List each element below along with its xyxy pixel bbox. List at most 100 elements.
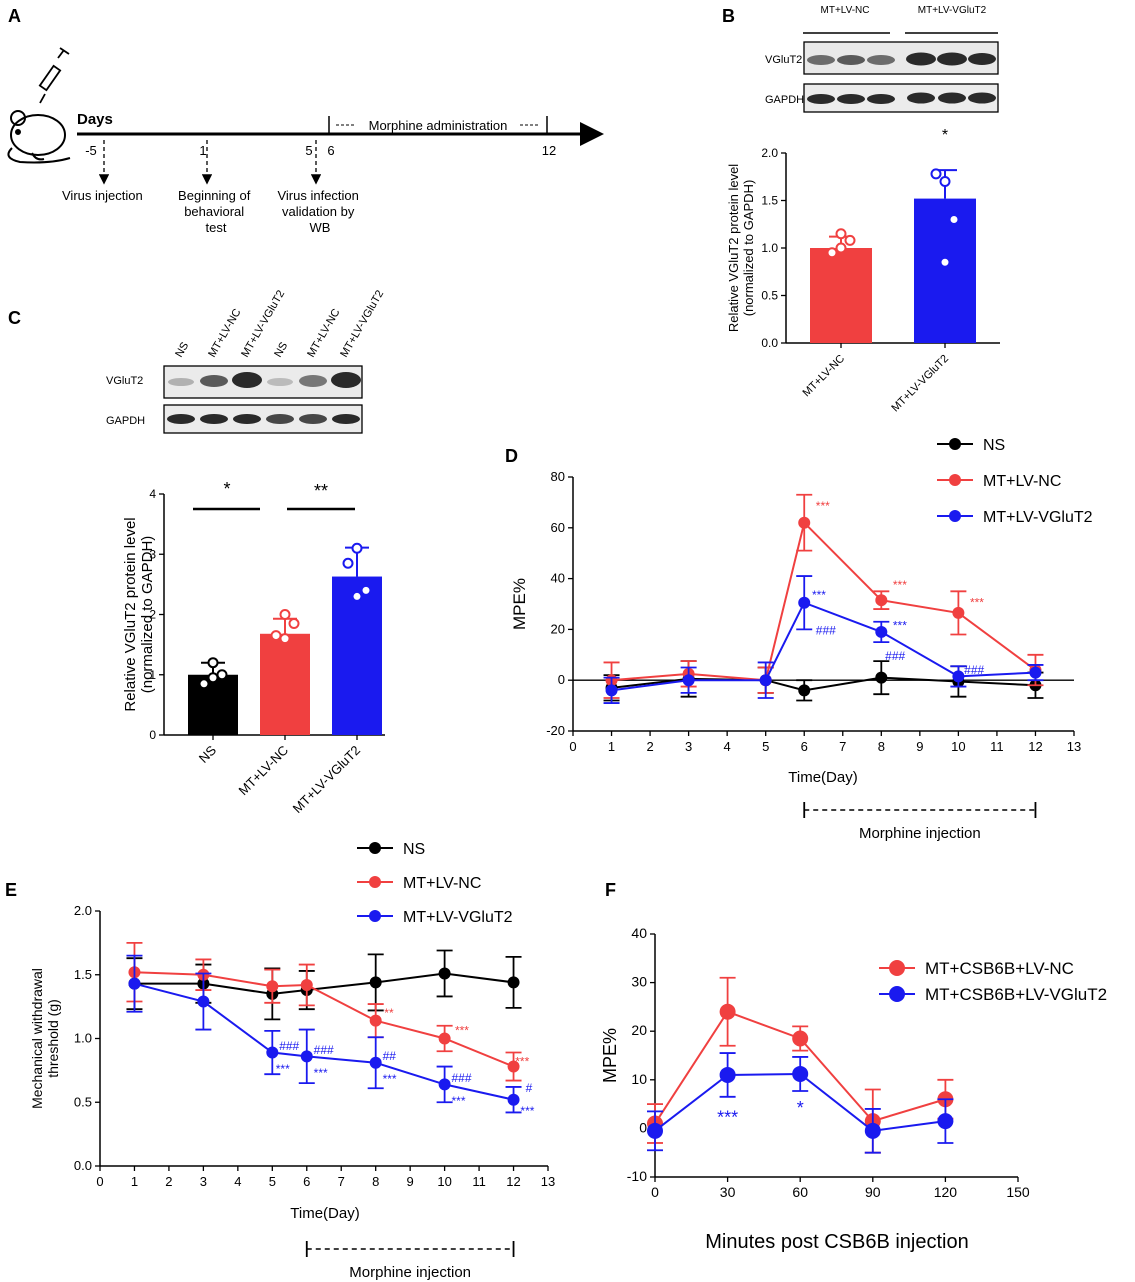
lane-label: MT+LV-NC bbox=[206, 307, 243, 360]
bar bbox=[260, 633, 310, 735]
data-point bbox=[937, 1113, 954, 1130]
data-point bbox=[798, 684, 811, 697]
syringe-icon bbox=[38, 47, 70, 104]
legend-marker bbox=[369, 842, 381, 854]
bar bbox=[810, 248, 872, 343]
significance-marker: *** bbox=[717, 1108, 738, 1128]
data-point bbox=[798, 596, 811, 609]
x-tick-label: 0 bbox=[96, 1174, 103, 1189]
significance-marker: # bbox=[526, 1081, 533, 1095]
data-point bbox=[875, 625, 888, 638]
y-axis-label-line: Relative VGluT2 protein level bbox=[726, 164, 741, 332]
y-axis-label-line: threshold (g) bbox=[45, 999, 61, 1078]
y-tick-label: 20 bbox=[551, 621, 565, 636]
panel-label-d: D bbox=[505, 446, 518, 466]
y-tick-label: 0.5 bbox=[74, 1094, 92, 1109]
bar bbox=[188, 674, 238, 735]
significance-marker: ## bbox=[383, 1049, 397, 1063]
significance-marker: *** bbox=[893, 618, 907, 632]
y-tick-label: 2.0 bbox=[74, 903, 92, 918]
significance-marker: ### bbox=[279, 1039, 299, 1053]
significance-marker: ### bbox=[885, 649, 905, 663]
data-point bbox=[198, 678, 210, 690]
y-tick-label: 1 bbox=[149, 668, 156, 682]
event-label-behavior: Beginning of behavioral test bbox=[178, 188, 254, 235]
x-tick-label: 60 bbox=[792, 1184, 808, 1200]
morphine-admin-label: Morphine administration bbox=[369, 118, 508, 133]
legend-marker bbox=[369, 910, 381, 922]
y-tick-label: 30 bbox=[631, 974, 647, 990]
panel-c-blot: NS MT+LV-NC MT+LV-VGluT2 NS MT+LV-NC MT+… bbox=[106, 288, 386, 434]
x-tick-label: 8 bbox=[372, 1174, 379, 1189]
series-line bbox=[134, 972, 514, 995]
legend-label: MT+LV-NC bbox=[983, 473, 1061, 490]
data-point bbox=[197, 995, 210, 1008]
significance-marker: ** bbox=[384, 1006, 394, 1020]
x-tick-label: 9 bbox=[407, 1174, 414, 1189]
data-point bbox=[1029, 666, 1042, 679]
panel-label-f: F bbox=[605, 880, 616, 900]
data-point bbox=[875, 594, 888, 607]
mouse-icon bbox=[7, 110, 71, 164]
blot-row-label: GAPDH bbox=[765, 94, 804, 106]
data-point bbox=[369, 1014, 382, 1027]
category-label: MT+LV-NC bbox=[801, 353, 848, 400]
data-point bbox=[360, 584, 372, 596]
tick-label: 5 bbox=[305, 143, 312, 158]
data-point bbox=[826, 247, 838, 259]
x-tick-label: 2 bbox=[646, 739, 653, 754]
x-tick-label: 13 bbox=[1067, 739, 1081, 754]
significance-marker: *** bbox=[812, 588, 826, 602]
legend-label: NS bbox=[983, 437, 1005, 454]
blot-group-label: MT+LV-VGluT2 bbox=[918, 5, 987, 16]
legend-label: MT+LV-VGluT2 bbox=[983, 509, 1093, 526]
y-tick-label: 1.5 bbox=[74, 967, 92, 982]
x-axis-label: Time(Day) bbox=[788, 769, 857, 786]
x-tick-label: 4 bbox=[234, 1174, 241, 1189]
data-point bbox=[507, 1060, 520, 1073]
y-tick-label: 2.0 bbox=[761, 146, 778, 160]
x-tick-label: 6 bbox=[801, 739, 808, 754]
x-axis-label: Minutes post CSB6B injection bbox=[705, 1231, 968, 1253]
category-label: MT+LV-VGluT2 bbox=[889, 353, 951, 415]
series-line bbox=[611, 601, 1036, 692]
event-label-wb: Virus infection validation by WB bbox=[277, 188, 362, 235]
data-point bbox=[875, 671, 888, 684]
y-tick-label: 80 bbox=[551, 469, 565, 484]
x-tick-label: 12 bbox=[1028, 739, 1042, 754]
legend-marker bbox=[949, 438, 961, 450]
data-point bbox=[300, 978, 313, 991]
y-tick-label: 40 bbox=[551, 571, 565, 586]
y-tick-label: 0 bbox=[149, 728, 156, 742]
y-tick-label: 3 bbox=[149, 547, 156, 561]
x-tick-label: 1 bbox=[131, 1174, 138, 1189]
x-tick-label: 9 bbox=[916, 739, 923, 754]
x-tick-label: 1 bbox=[608, 739, 615, 754]
event-label-virus: Virus injection bbox=[62, 188, 143, 203]
data-point bbox=[128, 977, 141, 990]
x-tick-label: 0 bbox=[569, 739, 576, 754]
panel-label-a: A bbox=[8, 6, 21, 26]
data-point bbox=[351, 542, 363, 554]
x-tick-label: 10 bbox=[437, 1174, 451, 1189]
y-tick-label: -10 bbox=[627, 1168, 647, 1184]
data-point bbox=[507, 976, 520, 989]
legend-marker bbox=[889, 986, 905, 1002]
x-tick-label: 11 bbox=[472, 1174, 486, 1189]
y-tick-label: 0.0 bbox=[761, 336, 778, 350]
significance-marker: ### bbox=[964, 663, 984, 677]
significance-marker: *** bbox=[816, 499, 830, 513]
significance-marker: ### bbox=[452, 1071, 472, 1085]
x-tick-label: 7 bbox=[338, 1174, 345, 1189]
lane-label: MT+LV-VGluT2 bbox=[338, 288, 386, 359]
data-point bbox=[792, 1065, 809, 1082]
y-axis-label-line: (normalized to GAPDH) bbox=[139, 536, 156, 694]
days-label: Days bbox=[77, 111, 113, 128]
data-point bbox=[939, 176, 951, 187]
significance-marker: *** bbox=[970, 596, 984, 610]
data-point bbox=[369, 1056, 382, 1069]
lane-label: MT+LV-NC bbox=[305, 307, 342, 360]
data-point bbox=[939, 256, 951, 268]
